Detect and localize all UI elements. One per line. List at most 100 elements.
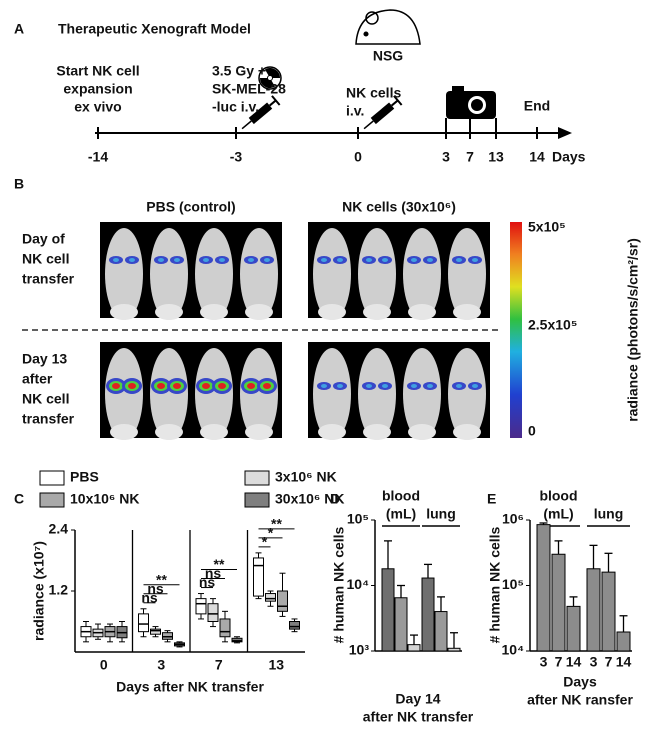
signal-spot: [112, 383, 120, 389]
legend-label: 10x10⁶ NK: [70, 491, 140, 507]
significance-label: ns: [141, 589, 158, 605]
bar: [434, 611, 448, 652]
colorbar-label: 0: [528, 423, 536, 439]
mouse-body: [313, 348, 351, 440]
box: [277, 590, 288, 612]
y-axis-title: # human NK cells: [487, 526, 503, 643]
signal-spot: [264, 258, 270, 262]
bar: [586, 568, 601, 652]
signal-spot: [382, 384, 388, 388]
colorbar-label: 2.5x10⁵: [528, 317, 577, 333]
signal-spot: [472, 384, 478, 388]
box: [265, 593, 276, 602]
signal-spot: [218, 383, 226, 389]
legend-label: PBS: [70, 469, 99, 485]
box: [207, 603, 219, 622]
row-label: after: [22, 371, 53, 387]
y-tick-label: 10⁵: [347, 511, 369, 527]
box: [195, 598, 207, 615]
bar: [616, 631, 631, 652]
event-label: 3.5 Gy +: [212, 63, 266, 79]
x-tick-label: 3: [590, 654, 598, 670]
colorbar: [510, 222, 522, 438]
mouse-tail: [318, 304, 346, 320]
mouse-body: [403, 348, 441, 440]
event-label: i.v.: [346, 103, 364, 119]
panel-title: Therapeutic Xenograft Model: [58, 21, 251, 37]
signal-spot: [248, 258, 254, 262]
legend-label: 3x10⁶ NK: [275, 469, 337, 485]
legend-label: 30x10⁶ NK: [275, 491, 345, 507]
legend-swatch: [244, 492, 270, 508]
legend-swatch: [244, 470, 270, 486]
row-label: transfer: [22, 411, 75, 427]
mouse-tail: [245, 304, 273, 320]
mouse-tail: [110, 424, 138, 440]
significance-label: **: [156, 571, 167, 587]
mouse-tail: [408, 304, 436, 320]
row-label: transfer: [22, 271, 75, 287]
y-tick-label: 10⁵: [502, 576, 524, 592]
mouse-icon: [355, 9, 421, 45]
mouse-body: [313, 228, 351, 320]
group-label: lung: [594, 506, 624, 522]
bar: [407, 644, 421, 652]
signal-spot: [158, 258, 164, 262]
bar: [566, 605, 581, 652]
colorbar-title: radiance (photons/s/cm²/sr): [625, 238, 641, 422]
event-label: -luc i.v.: [212, 99, 259, 115]
row-label: Day 13: [22, 351, 67, 367]
mouse-tail: [363, 304, 391, 320]
signal-spot: [202, 383, 210, 389]
box: [162, 632, 173, 640]
x-axis-title: after NK transfer: [363, 709, 474, 725]
panel-letter: E: [487, 491, 496, 507]
signal-spot: [427, 258, 433, 262]
panel-letter: A: [14, 21, 24, 37]
legend-swatch: [39, 470, 65, 486]
significance-label: ns: [147, 580, 164, 596]
group-label: (mL): [386, 506, 416, 522]
mouse-body: [195, 228, 233, 320]
mouse-tail: [245, 424, 273, 440]
day-label: 0: [354, 149, 362, 165]
group-label: (mL): [543, 506, 573, 522]
syringe-icon: [363, 95, 403, 130]
box: [219, 618, 231, 638]
mouse-tail: [453, 304, 481, 320]
mouse-body: [195, 348, 233, 440]
bar: [536, 524, 551, 652]
signal-spot: [157, 383, 165, 389]
y-tick-label: 10³: [349, 642, 370, 658]
row-label: NK cell: [22, 251, 69, 267]
legend-swatch: [39, 492, 65, 508]
signal-spot: [366, 258, 372, 262]
bar: [551, 553, 566, 652]
signal-spot: [456, 258, 462, 262]
signal-spot: [203, 258, 209, 262]
bar: [601, 571, 616, 652]
radiation-icon: [258, 66, 282, 90]
day-label: -14: [88, 149, 108, 165]
significance-label: **: [271, 516, 282, 532]
mouse-body: [150, 228, 188, 320]
bar: [381, 568, 395, 652]
mouse-tail: [110, 304, 138, 320]
y-axis-title: radiance (x10⁷): [31, 541, 47, 641]
row-label: Day of: [22, 231, 65, 247]
y-tick-label: 1.2: [49, 582, 69, 598]
signal-spot: [382, 258, 388, 262]
x-tick-label: 3: [157, 657, 165, 673]
syringe-icon: [241, 95, 281, 130]
colorbar-label: 5x10⁵: [528, 219, 566, 235]
event-label: ex vivo: [74, 99, 121, 115]
significance-label: **: [214, 556, 225, 572]
timeline-arrow: [558, 127, 572, 139]
panel-letter: B: [14, 176, 24, 192]
event-label: SK-MEL-28: [212, 81, 286, 97]
event-label: NK cells: [346, 85, 401, 101]
signal-spot: [173, 383, 181, 389]
signal-spot: [456, 384, 462, 388]
signal-spot: [337, 258, 343, 262]
bar: [394, 597, 408, 652]
